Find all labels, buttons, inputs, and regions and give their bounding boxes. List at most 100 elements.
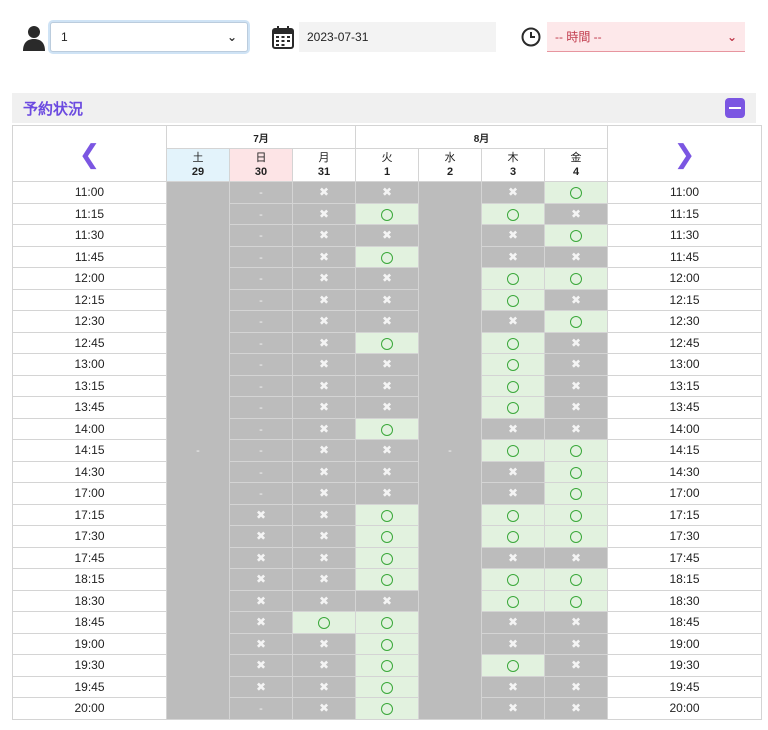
slot-available[interactable]	[544, 439, 609, 462]
cross-icon: ✖	[318, 357, 330, 372]
time-label: 20:00	[607, 697, 763, 720]
slot-available[interactable]	[481, 439, 546, 462]
slot-available[interactable]	[355, 331, 420, 354]
cross-icon: ✖	[318, 572, 330, 587]
chevron-down-icon: ⌄	[226, 30, 237, 44]
slot-available[interactable]	[355, 697, 420, 720]
slot-available[interactable]	[355, 525, 420, 548]
slot-full: ✖	[544, 546, 609, 569]
time-select[interactable]: -- 時間 -- ⌄	[547, 22, 745, 52]
slot-available[interactable]	[481, 396, 546, 419]
next-week-cell[interactable]: ❯	[607, 125, 763, 182]
slot-full: ✖	[291, 503, 357, 526]
slot-unavailable: -	[229, 417, 293, 440]
slot-available[interactable]	[355, 417, 420, 440]
slot-unavailable: -	[229, 697, 293, 720]
slot-full: ✖	[355, 267, 420, 290]
circle-icon	[381, 617, 394, 630]
day-of-week-label: 木	[507, 152, 519, 164]
cross-icon: ✖	[318, 593, 330, 608]
slot-available[interactable]	[544, 525, 609, 548]
slot-available[interactable]	[481, 654, 546, 677]
slot-available[interactable]	[355, 675, 420, 698]
time-label: 14:00	[607, 417, 763, 440]
slot-available[interactable]	[355, 202, 420, 225]
time-row: 13:00 - ✖ ✖ ✖ 13:00	[12, 353, 763, 376]
cross-icon: ✖	[255, 658, 267, 673]
slot-available[interactable]	[481, 589, 546, 612]
slot-full: ✖	[544, 353, 609, 376]
time-label: 12:15	[12, 288, 167, 311]
slot-available[interactable]	[291, 611, 357, 634]
cross-icon: ✖	[318, 228, 330, 243]
slot-full: ✖	[229, 675, 293, 698]
slot-available[interactable]	[544, 503, 609, 526]
slot-available[interactable]	[355, 546, 420, 569]
slot-available[interactable]	[544, 460, 609, 483]
month-header-row: ❮ 7月 8月 ❯	[12, 125, 763, 182]
slot-full: ✖	[544, 654, 609, 677]
slot-full: ✖	[544, 396, 609, 419]
cross-icon: ✖	[318, 679, 330, 694]
chevron-left-icon[interactable]: ❮	[78, 138, 101, 169]
slot-full: ✖	[544, 417, 609, 440]
time-row: 18:15 ✖ ✖ 18:15	[12, 568, 763, 591]
slot-available[interactable]	[544, 310, 609, 333]
prev-week-cell[interactable]: ❮	[12, 125, 167, 182]
time-label: 19:30	[607, 654, 763, 677]
slot-available[interactable]	[544, 267, 609, 290]
slot-available[interactable]	[481, 374, 546, 397]
slot-available[interactable]	[544, 482, 609, 505]
slot-available[interactable]	[481, 267, 546, 290]
time-label: 11:45	[607, 245, 763, 268]
day-number: 1	[383, 166, 391, 178]
slot-full: ✖	[355, 460, 420, 483]
cross-icon: ✖	[255, 572, 267, 587]
chevron-right-icon[interactable]: ❯	[673, 138, 696, 169]
slot-available[interactable]	[481, 202, 546, 225]
time-row: 14:15 - ✖ ✖ 14:15	[12, 439, 763, 462]
closed-day-wed: -	[418, 181, 483, 720]
collapse-minus-icon[interactable]	[725, 98, 745, 118]
slot-available[interactable]	[355, 632, 420, 655]
cross-icon: ✖	[318, 335, 330, 350]
slot-full: ✖	[291, 353, 357, 376]
date-input[interactable]: 2023-07-31	[299, 22, 496, 52]
slot-available[interactable]	[544, 589, 609, 612]
slot-full: ✖	[291, 267, 357, 290]
slot-available[interactable]	[481, 288, 546, 311]
cross-icon: ✖	[318, 464, 330, 479]
slot-available[interactable]	[481, 525, 546, 548]
time-row: 11:30 - ✖ ✖ ✖ 11:30	[12, 224, 763, 247]
slot-full: ✖	[481, 417, 546, 440]
slot-full: ✖	[291, 396, 357, 419]
cross-icon: ✖	[507, 421, 519, 436]
slot-available[interactable]	[355, 568, 420, 591]
time-row: 12:45 - ✖ ✖ 12:45	[12, 331, 763, 354]
slot-available[interactable]	[481, 503, 546, 526]
time-label: 11:15	[607, 202, 763, 225]
cross-icon: ✖	[318, 185, 330, 200]
cross-icon: ✖	[381, 593, 393, 608]
guest-count-select[interactable]: 1 ⌄	[50, 22, 248, 52]
slot-available[interactable]	[481, 353, 546, 376]
circle-icon	[507, 660, 520, 673]
slot-available[interactable]	[544, 568, 609, 591]
circle-icon	[381, 681, 394, 694]
circle-icon	[381, 509, 394, 522]
cross-icon: ✖	[381, 486, 393, 501]
circle-icon	[318, 617, 330, 630]
slot-available[interactable]	[355, 654, 420, 677]
slot-available[interactable]	[481, 331, 546, 354]
cross-icon: ✖	[381, 185, 393, 200]
slot-available[interactable]	[355, 503, 420, 526]
slot-available[interactable]	[355, 611, 420, 634]
time-row: 11:15 - ✖ ✖ 11:15	[12, 202, 763, 225]
slot-full: ✖	[544, 611, 609, 634]
slot-available[interactable]	[544, 181, 609, 204]
slot-available[interactable]	[355, 245, 420, 268]
slot-available[interactable]	[481, 568, 546, 591]
circle-icon	[507, 402, 520, 415]
slot-available[interactable]	[544, 224, 609, 247]
day-of-week-label: 火	[381, 152, 393, 164]
